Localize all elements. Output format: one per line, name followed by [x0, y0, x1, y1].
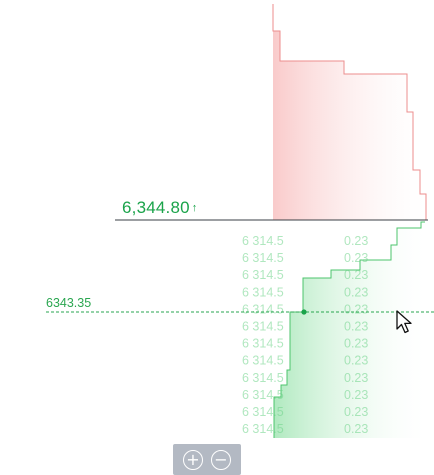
bid-row-price: 6 314.5	[242, 285, 284, 299]
last-price-value: 6,344.80	[122, 198, 190, 217]
bid-row-qty: 0.23	[344, 405, 368, 419]
bid-row-price: 6 314.5	[242, 337, 284, 351]
bid-row-qty: 0.23	[344, 320, 368, 334]
bid-row-qty: 0.23	[344, 234, 368, 248]
bid-row-price: 6 314.5	[242, 405, 284, 419]
crosshair-price-label: 6343.35	[46, 296, 92, 310]
bid-row-qty: 0.23	[344, 285, 368, 299]
crosshair-point	[301, 309, 307, 315]
ask-row-qty: 0.23	[344, 23, 368, 37]
up-arrow-icon: ↑	[191, 202, 198, 214]
bid-row-qty: 0.23	[344, 302, 368, 316]
minus-icon: −	[214, 449, 228, 469]
last-price-label: 6,344.80 ↑	[122, 198, 197, 218]
bid-row-price: 6 314.5	[242, 251, 284, 265]
ask-order-rows: 0.23 5 0.23 5 0.23 0.23	[280, 6, 368, 72]
ask-depth-line	[272, 4, 427, 220]
ask-row-qty: 0.23	[344, 58, 368, 72]
bid-row-price: 6 314.5	[242, 320, 284, 334]
bid-depth-area	[274, 222, 425, 438]
ask-row-price: 5	[280, 23, 287, 37]
bid-row-price: 6 314.5	[242, 302, 284, 316]
ask-row-qty: 0.23	[344, 40, 368, 54]
bid-depth-line	[273, 221, 425, 438]
bid-order-rows: 6 314.5 0.23 6 314.5 0.23 6 314.5 0.23 6 314.5…	[242, 234, 368, 436]
bid-row-price: 6 314.5	[242, 234, 284, 248]
bid-row-qty: 0.23	[344, 251, 368, 265]
zoom-in-button[interactable]: +	[183, 449, 203, 470]
zoom-controls: + −	[173, 444, 241, 475]
bid-row-price: 6 314.5	[242, 354, 284, 368]
bid-row-price: 6 314.5	[242, 371, 284, 385]
bid-row-price: 6 314.5	[242, 422, 284, 436]
bid-row-price: 6 314.5	[242, 388, 284, 402]
ask-row-qty: 0.23	[344, 6, 368, 20]
bid-row-qty: 0.23	[344, 354, 368, 368]
ask-depth-area	[273, 4, 426, 220]
mouse-pointer-icon	[396, 310, 412, 334]
bid-row-price: 6 314.5	[242, 268, 284, 282]
bid-row-qty: 0.23	[344, 337, 368, 351]
zoom-out-button[interactable]: −	[211, 449, 231, 470]
bid-row-qty: 0.23	[344, 422, 368, 436]
plus-icon: +	[186, 449, 200, 469]
bid-row-qty: 0.23	[344, 268, 368, 282]
bid-row-qty: 0.23	[344, 388, 368, 402]
ask-row-price: 5	[280, 40, 287, 54]
bid-row-qty: 0.23	[344, 371, 368, 385]
